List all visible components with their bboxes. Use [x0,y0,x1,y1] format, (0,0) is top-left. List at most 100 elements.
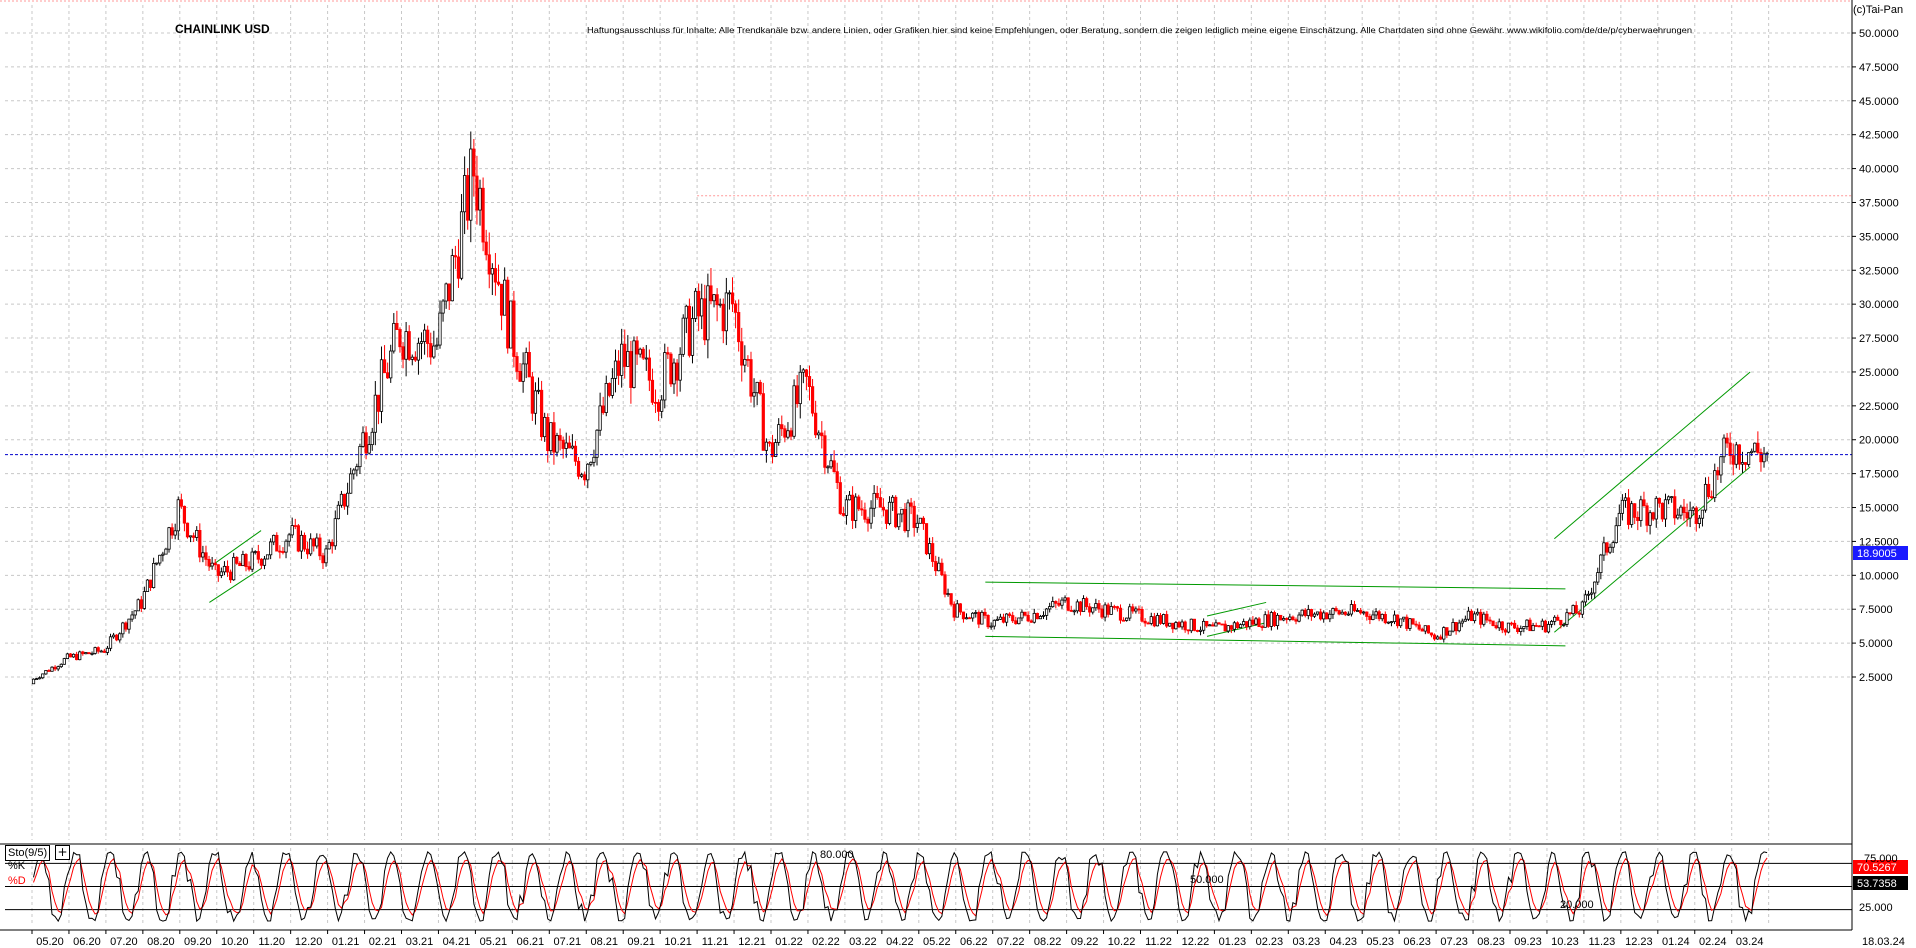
candle-body [145,579,150,592]
candle-body [518,370,522,382]
last-date-label: 18.03.24 [1862,936,1905,948]
candle-body [900,508,904,515]
candle-body [93,647,97,654]
current-price-box [1853,546,1908,560]
candle-body [1500,621,1504,631]
x-tick-label: 02.24 [1699,936,1727,948]
candle-body [1586,593,1591,596]
x-tick-label: 07.20 [110,936,138,948]
candle-body [1140,609,1144,622]
candle-body [59,663,63,668]
candle-body [438,312,442,346]
candle-body [703,298,707,341]
candle-body [940,562,944,576]
candle-body [490,268,494,275]
trend-line-2020-upper [209,530,262,568]
candle-body [1743,462,1748,465]
candle-body [1494,625,1498,629]
candle-body [715,294,719,306]
candle-body [1100,608,1104,618]
candle-body [463,175,467,213]
candle-body [127,618,131,630]
candle-body [1315,611,1320,615]
candle-body [352,469,356,475]
candle-body [1011,615,1015,622]
x-tick-label: 01.23 [1219,936,1247,948]
candle-body [592,456,596,463]
candle-body [287,534,291,542]
x-tick-label: 11.23 [1589,936,1616,948]
candle-body [875,492,879,498]
x-tick-label: 11.22 [1145,936,1172,948]
candle-body [142,591,146,609]
candle-body [1528,619,1532,632]
y-tick-label: 42.5000 [1859,130,1899,142]
candle-body [817,432,821,436]
candle-body [927,543,932,555]
candle-body [170,527,174,536]
candle-body [1128,606,1132,619]
candle-body [1577,612,1581,615]
candle-body [1497,621,1501,629]
candle-body [1451,622,1455,632]
candle-body [472,148,476,177]
candle-body [62,658,66,665]
y-tick-label: 5.0000 [1859,638,1893,650]
candle-body [1260,626,1264,629]
candle-body [1688,509,1692,519]
candle-body [250,551,254,570]
candle-body [1679,506,1683,516]
candle-body [653,401,658,404]
candle-body [1229,625,1233,630]
candle-body [1589,592,1594,595]
candle-body [1023,611,1027,616]
sto-axis-label-25: 25.000 [1859,902,1893,914]
x-tick-label: 04.21 [443,936,471,948]
candle-body [1312,613,1317,617]
candle-body [1747,452,1751,465]
candle-body [459,211,464,279]
candle-body [829,460,833,468]
candle-body [167,527,171,550]
candle-body [515,356,519,372]
x-tick-label: 07.21 [554,936,582,948]
candle-body [284,540,288,553]
candle-body [1112,606,1116,608]
candle-body [921,517,926,524]
x-tick-label: 09.20 [184,936,212,948]
candle-body [660,399,664,412]
y-tick-label: 47.5000 [1859,62,1899,74]
candle-body [1694,507,1698,524]
candle-body [1565,612,1569,625]
x-tick-label: 01.22 [775,936,803,948]
candle-body [204,552,208,560]
candle-body [1168,622,1172,627]
candle-body [1152,616,1156,627]
stochastic-indicator-button[interactable]: Sto(9/5) [5,845,51,861]
candle-body [404,331,408,360]
add-indicator-button[interactable]: + [55,845,70,860]
candle-body [533,390,538,414]
candle-body [1349,604,1354,615]
candle-body [1537,625,1541,628]
candle-body [416,342,421,361]
candle-body [912,505,916,528]
candle-body [983,611,987,616]
candle-body [47,670,51,672]
candle-body [1257,618,1261,628]
candle-body [555,435,559,453]
candle-body [1331,608,1335,615]
candle-body [321,555,325,564]
candle-body [1697,517,1701,524]
candle-body [1691,507,1695,511]
candle-body [749,359,753,397]
candle-body [626,351,630,367]
candle-body [623,343,627,367]
candle-body [986,614,990,628]
candle-body [598,405,602,431]
candle-body [1217,622,1221,625]
candle-body [847,494,852,501]
candle-body [253,551,257,553]
y-tick-label: 2.5000 [1859,672,1893,684]
